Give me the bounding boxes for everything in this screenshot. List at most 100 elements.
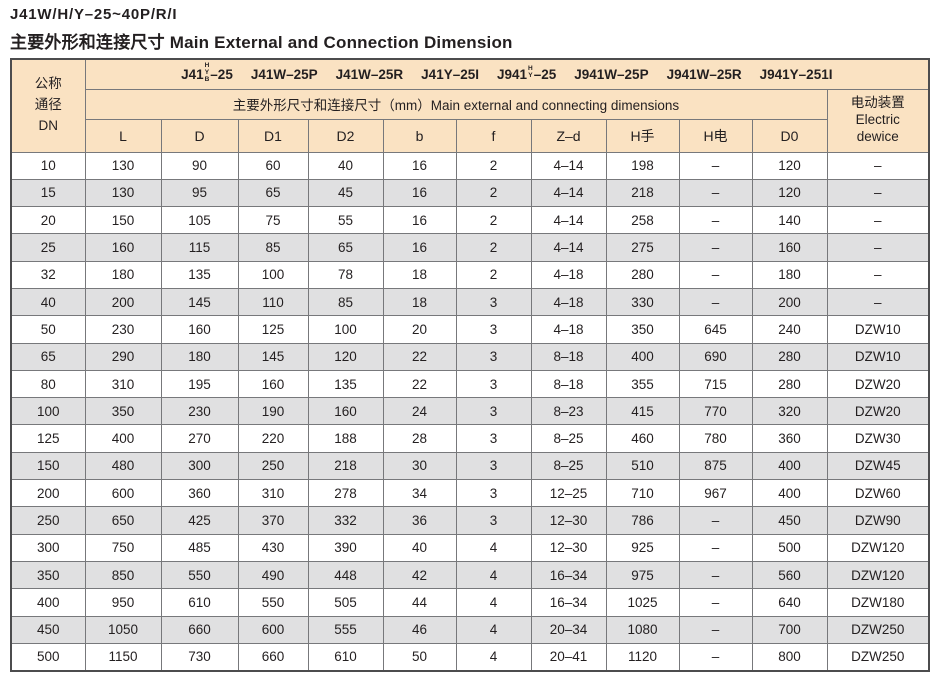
- col-header-D2: D2: [307, 118, 384, 153]
- page-subtitle: 主要外形和连接尺寸 Main External and Connection D…: [10, 33, 513, 52]
- table-cell: 195: [160, 369, 239, 399]
- table-cell: 730: [160, 642, 239, 672]
- title-block: J41W/H/Y–25~40P/R/I 主要外形和连接尺寸 Main Exter…: [10, 4, 926, 53]
- table-cell: 65: [10, 342, 86, 371]
- table-row: 80 310 195 160 135 22 3 8–18 355 715 280 DZW20: [10, 369, 930, 399]
- table-cell: 400: [84, 424, 162, 453]
- table-cell: DZW120: [826, 560, 930, 590]
- table-cell: 160: [751, 233, 828, 262]
- table-cell: 715: [678, 369, 753, 399]
- table-cell: 448: [307, 560, 384, 590]
- table-cell: 660: [237, 642, 309, 672]
- table-cell: 4–14: [530, 206, 607, 235]
- model-name: J941Y–251I: [759, 66, 833, 82]
- table-cell: 50: [382, 642, 457, 672]
- table-cell: 4–14: [530, 178, 607, 208]
- table-cell: 770: [678, 397, 753, 426]
- table-cell: 40: [382, 533, 457, 562]
- table-cell: 105: [160, 206, 239, 235]
- table-cell: –: [678, 506, 753, 535]
- table-cell: 200: [10, 479, 86, 508]
- table-cell: 198: [605, 151, 680, 180]
- table-cell: 12–30: [530, 506, 607, 535]
- table-cell: 60: [237, 151, 309, 180]
- table-cell: 135: [160, 260, 239, 289]
- corner-line-2: 通径: [34, 97, 62, 113]
- table-cell: 555: [307, 615, 384, 644]
- table-cell: 550: [237, 588, 309, 617]
- col-header-H-electric: H电: [678, 118, 753, 153]
- table-cell: 2: [455, 178, 532, 208]
- table-cell: 600: [237, 615, 309, 644]
- table-cell: 40: [10, 287, 86, 317]
- col-header-D: D: [160, 118, 239, 153]
- table-cell: 1025: [605, 588, 680, 617]
- table-cell: 640: [751, 588, 828, 617]
- table-cell: 100: [10, 397, 86, 426]
- table-cell: –: [826, 206, 930, 235]
- table-cell: 480: [84, 451, 162, 481]
- col-header-H-hand: H手: [605, 118, 680, 153]
- table-cell: 15: [10, 178, 86, 208]
- table-cell: 4: [455, 615, 532, 644]
- table-cell: –: [678, 233, 753, 262]
- table-cell: 45: [307, 178, 384, 208]
- table-cell: 3: [455, 287, 532, 317]
- table-cell: 36: [382, 506, 457, 535]
- table-cell: 75: [237, 206, 309, 235]
- table-cell: –: [678, 260, 753, 289]
- table-row: 125 400 270 220 188 28 3 8–25 460 780 360 DZW30: [10, 424, 930, 453]
- table-cell: 30: [382, 451, 457, 481]
- table-cell: 140: [751, 206, 828, 235]
- col-header-D0: D0: [751, 118, 828, 153]
- table-cell: 160: [160, 315, 239, 344]
- corner-line-3: DN: [38, 118, 59, 134]
- table-cell: DZW45: [826, 451, 930, 481]
- table-cell: 1050: [84, 615, 162, 644]
- table-cell: 300: [10, 533, 86, 562]
- table-cell: 145: [160, 287, 239, 317]
- electric-device-header: 电动装置 Electric dewice: [826, 88, 930, 153]
- model-names-header: J41 H Y B –25 J41W–25P J41W–25R J41Y–25I J941 H Y –…: [84, 58, 930, 90]
- table-cell: 160: [237, 369, 309, 399]
- table-cell: 3: [455, 479, 532, 508]
- dimensions-title-header: 主要外形尺寸和连接尺寸（mm）Main external and connect…: [84, 88, 828, 120]
- table-cell: –: [678, 533, 753, 562]
- table-cell: 32: [10, 260, 86, 289]
- corner-header-dn: 公称 通径 DN: [10, 58, 86, 153]
- table-cell: –: [678, 588, 753, 617]
- table-cell: 485: [160, 533, 239, 562]
- table-cell: –: [678, 178, 753, 208]
- table-cell: 130: [84, 178, 162, 208]
- table-cell: 34: [382, 479, 457, 508]
- model-name: J941 H Y –25: [496, 65, 557, 82]
- table-cell: 4–18: [530, 315, 607, 344]
- table-cell: 65: [237, 178, 309, 208]
- table-cell: 780: [678, 424, 753, 453]
- table-cell: 180: [84, 260, 162, 289]
- col-header-D1: D1: [237, 118, 309, 153]
- col-header-L: L: [84, 118, 162, 153]
- table-cell: 600: [84, 479, 162, 508]
- table-cell: 400: [751, 479, 828, 508]
- table-cell: 450: [10, 615, 86, 644]
- table-row: 150 480 300 250 218 30 3 8–25 510 875 400 DZW45: [10, 451, 930, 481]
- table-cell: 460: [605, 424, 680, 453]
- dimensions-title-row: 主要外形尺寸和连接尺寸（mm）Main external and connect…: [11, 88, 930, 153]
- table-cell: –: [678, 615, 753, 644]
- table-cell: 425: [160, 506, 239, 535]
- table-cell: 280: [605, 260, 680, 289]
- table-cell: 550: [160, 560, 239, 590]
- table-cell: 28: [382, 424, 457, 453]
- table-cell: 290: [84, 342, 162, 371]
- table-cell: 180: [160, 342, 239, 371]
- table-cell: 8–25: [530, 451, 607, 481]
- table-cell: 150: [84, 206, 162, 235]
- table-cell: 4: [455, 533, 532, 562]
- table-cell: 430: [237, 533, 309, 562]
- table-cell: DZW10: [826, 342, 930, 371]
- table-cell: 950: [84, 588, 162, 617]
- table-cell: 800: [751, 642, 828, 672]
- table-cell: 180: [751, 260, 828, 289]
- table-cell: 786: [605, 506, 680, 535]
